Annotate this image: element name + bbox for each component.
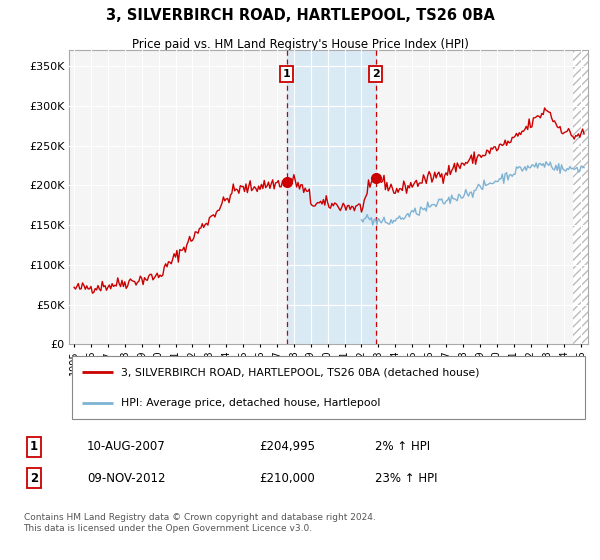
Bar (287, 50, 376, 344)
FancyBboxPatch shape (71, 356, 586, 419)
Text: 3, SILVERBIRCH ROAD, HARTLEPOOL, TS26 0BA: 3, SILVERBIRCH ROAD, HARTLEPOOL, TS26 0B… (106, 7, 494, 22)
Text: 2: 2 (30, 472, 38, 485)
Text: £204,995: £204,995 (260, 440, 316, 454)
Text: Contains HM Land Registry data © Crown copyright and database right 2024.
This d: Contains HM Land Registry data © Crown c… (23, 514, 375, 533)
Text: 10-AUG-2007: 10-AUG-2007 (87, 440, 166, 454)
Text: 23% ↑ HPI: 23% ↑ HPI (375, 472, 437, 485)
Bar (573, 50, 590, 344)
Text: 09-NOV-2012: 09-NOV-2012 (87, 472, 166, 485)
Text: 2: 2 (371, 69, 379, 79)
Text: Price paid vs. HM Land Registry's House Price Index (HPI): Price paid vs. HM Land Registry's House … (131, 38, 469, 51)
Text: 1: 1 (283, 69, 290, 79)
Text: 2% ↑ HPI: 2% ↑ HPI (375, 440, 430, 454)
Text: HPI: Average price, detached house, Hartlepool: HPI: Average price, detached house, Hart… (121, 398, 380, 408)
Text: 3, SILVERBIRCH ROAD, HARTLEPOOL, TS26 0BA (detached house): 3, SILVERBIRCH ROAD, HARTLEPOOL, TS26 0B… (121, 367, 479, 377)
Text: 1: 1 (30, 440, 38, 454)
Text: £210,000: £210,000 (260, 472, 316, 485)
